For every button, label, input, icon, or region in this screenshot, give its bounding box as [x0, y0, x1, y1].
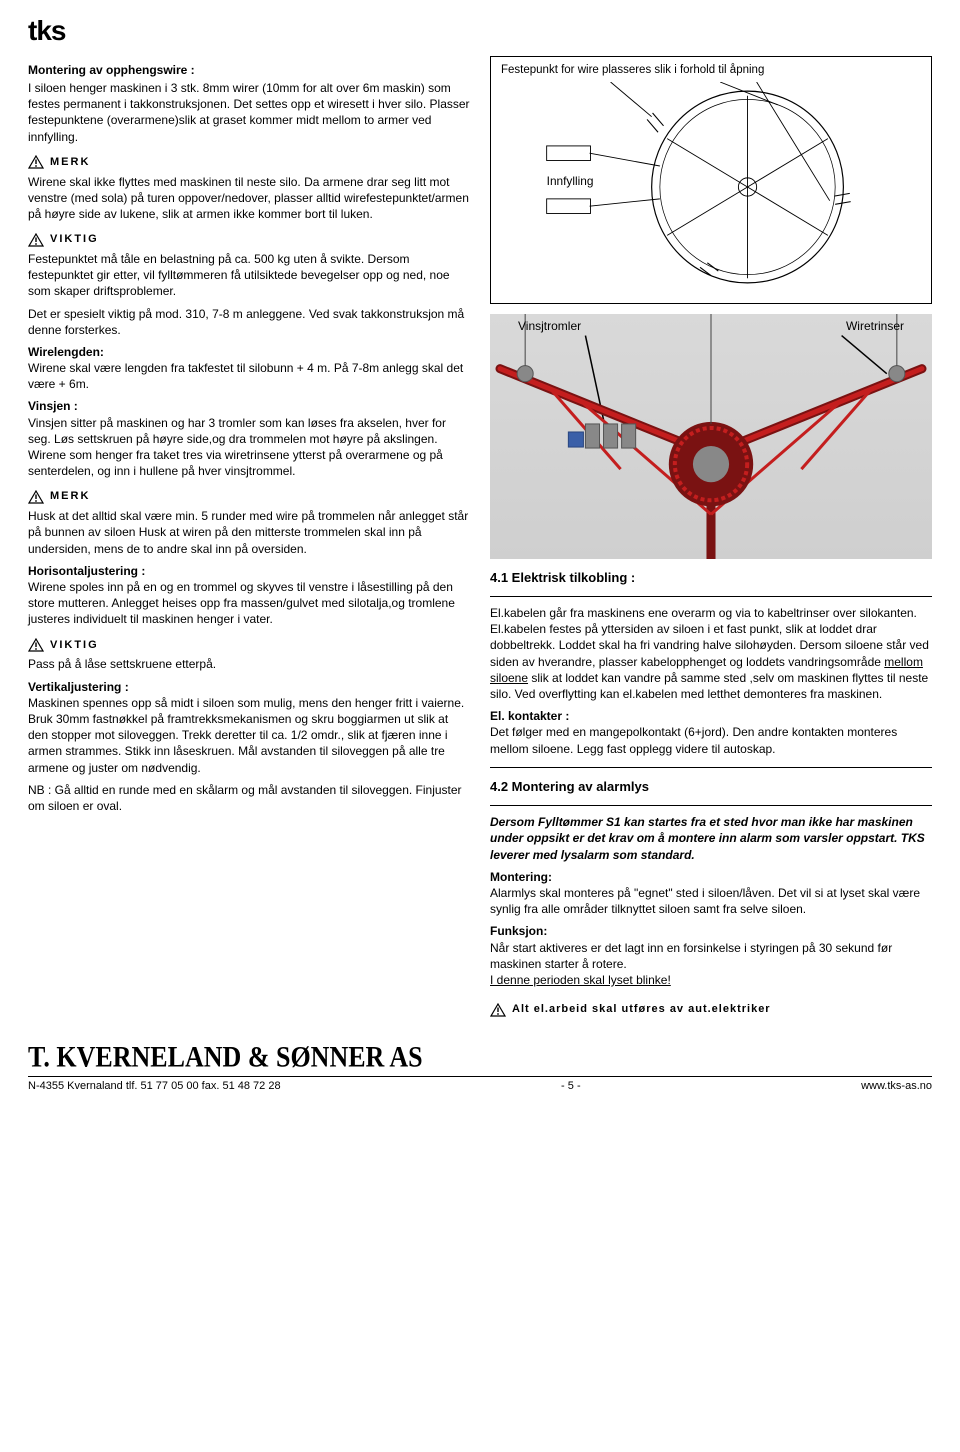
- mont-title: Montering:: [490, 870, 552, 884]
- logo-top: tks: [28, 12, 932, 50]
- section-4-1-title: 4.1 Elektrisk tilkobling :: [490, 569, 932, 587]
- footer-logo: T. KVERNELAND & SØNNER AS: [28, 1036, 423, 1076]
- footer-right: www.tks-as.no: [861, 1079, 932, 1094]
- p-41-a: El.kabelen går fra maskinens ene overarm…: [490, 606, 929, 669]
- p-viktig1b: Det er spesielt viktig på mod. 310, 7-8 …: [28, 306, 470, 338]
- funk-u: I denne perioden skal lyset blinke!: [490, 973, 671, 987]
- divider: [490, 596, 932, 597]
- note-el-warn: Alt el.arbeid skal utføres av aut.elektr…: [490, 1002, 932, 1017]
- note-merk-1: MERK: [28, 155, 470, 170]
- elk-title: El. kontakter :: [490, 709, 569, 723]
- title-montering: Montering av opphengswire :: [28, 62, 470, 78]
- horis: Horisontaljustering : Wirene spoles inn …: [28, 563, 470, 628]
- note-viktig-1: VIKTIG: [28, 232, 470, 247]
- vert-title: Vertikaljustering :: [28, 680, 129, 694]
- left-column: Montering av opphengswire : I siloen hen…: [28, 56, 470, 1021]
- horis-text: Wirene spoles inn på en og en trommel og…: [28, 580, 455, 626]
- warning-icon: [28, 490, 44, 504]
- divider: [490, 805, 932, 806]
- footer: T. KVERNELAND & SØNNER AS N-4355 Kvernal…: [28, 1039, 932, 1094]
- funk-title: Funksjon:: [490, 924, 547, 938]
- vinsjen-text: Vinsjen sitter på maskinen og har 3 trom…: [28, 416, 446, 479]
- wirelengden: Wirelengden: Wirene skal være lengden fr…: [28, 344, 470, 393]
- p-viktig1a: Festepunktet må tåle en belastning på ca…: [28, 251, 470, 300]
- warning-icon: [490, 1003, 506, 1017]
- section-4-2-title: 4.2 Montering av alarmlys: [490, 778, 932, 796]
- p-pass: Pass på å låse settskruene etterpå.: [28, 656, 470, 672]
- footer-center: - 5 -: [561, 1079, 581, 1094]
- photo-label-left: Vinsjtromler: [518, 318, 581, 334]
- machine-photo: Vinsjtromler Wiretrinser: [490, 314, 932, 559]
- note-merk-2: MERK: [28, 489, 470, 504]
- elk: El. kontakter : Det følger med en mangep…: [490, 708, 932, 757]
- photo-label-right: Wiretrinser: [846, 318, 904, 334]
- mont: Montering: Alarmlys skal monteres på "eg…: [490, 869, 932, 918]
- diagram-innfylling-label: Innfylling: [547, 174, 594, 188]
- right-column: Festepunkt for wire plasseres slik i for…: [490, 56, 932, 1021]
- diagram-box: Festepunkt for wire plasseres slik i for…: [490, 56, 932, 304]
- viktig-label-1: VIKTIG: [50, 232, 99, 247]
- wirelengden-title: Wirelengden:: [28, 345, 104, 359]
- horis-title: Horisontaljustering :: [28, 564, 145, 578]
- p-41: El.kabelen går fra maskinens ene overarm…: [490, 605, 932, 702]
- p-merk1: Wirene skal ikke flyttes med maskinen ti…: [28, 174, 470, 223]
- footer-left: N-4355 Kvernaland tlf. 51 77 05 00 fax. …: [28, 1079, 281, 1094]
- wirelengden-text: Wirene skal være lengden fra takfestet t…: [28, 361, 463, 391]
- vinsjen-title: Vinsjen :: [28, 399, 78, 413]
- note-viktig-2: VIKTIG: [28, 638, 470, 653]
- el-warn-text: Alt el.arbeid skal utføres av aut.elektr…: [512, 1002, 771, 1017]
- p-nb: NB : Gå alltid en runde med en skålarm o…: [28, 782, 470, 814]
- divider: [490, 767, 932, 768]
- p-montering: I siloen henger maskinen i 3 stk. 8mm wi…: [28, 80, 470, 145]
- p-42-bi: Dersom Fylltømmer S1 kan startes fra et …: [490, 814, 932, 863]
- warning-icon: [28, 233, 44, 247]
- diagram-caption: Festepunkt for wire plasseres slik i for…: [501, 63, 921, 79]
- elk-text: Det følger med en mangepolkontakt (6+jor…: [490, 725, 897, 755]
- warning-icon: [28, 155, 44, 169]
- funk: Funksjon: Når start aktiveres er det lag…: [490, 923, 932, 988]
- merk-label-2: MERK: [50, 489, 90, 504]
- warning-icon: [28, 638, 44, 652]
- merk-label-1: MERK: [50, 155, 90, 170]
- viktig-label-2: VIKTIG: [50, 638, 99, 653]
- funk-text: Når start aktiveres er det lagt inn en f…: [490, 941, 892, 971]
- mont-text: Alarmlys skal monteres på "egnet" sted i…: [490, 886, 920, 916]
- p-merk2: Husk at det alltid skal være min. 5 rund…: [28, 508, 470, 557]
- p-41-b: slik at loddet kan vandre på samme sted …: [490, 671, 928, 701]
- vinsjen: Vinsjen : Vinsjen sitter på maskinen og …: [28, 398, 470, 479]
- vert-text: Maskinen spennes opp så midt i siloen so…: [28, 696, 464, 775]
- vert: Vertikaljustering : Maskinen spennes opp…: [28, 679, 470, 776]
- silo-diagram: Innfylling: [501, 82, 921, 292]
